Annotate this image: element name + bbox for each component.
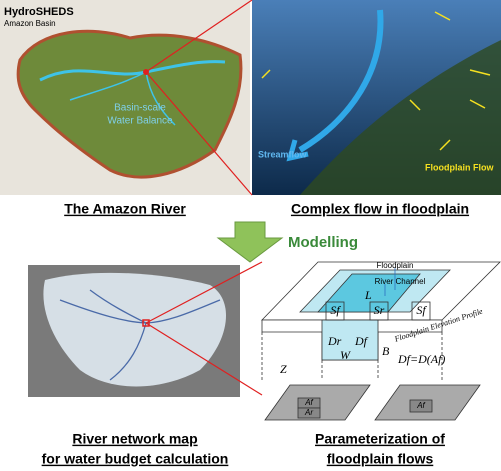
map-title: HydroSHEDS xyxy=(4,6,74,18)
schematic-label: River Channel xyxy=(375,277,426,286)
river-network-map xyxy=(28,265,240,397)
schematic-label: W xyxy=(340,348,351,362)
schematic-label: Dr xyxy=(327,334,342,348)
arrow-label: Modelling xyxy=(288,234,358,251)
photo-label: Streamflow xyxy=(258,149,308,159)
schematic-label: Floodplain xyxy=(377,261,414,270)
caption: River network map xyxy=(72,431,197,447)
map-subtitle: Amazon Basin xyxy=(4,19,56,28)
amazon-map xyxy=(0,0,250,195)
schematic-label: Df xyxy=(354,334,369,348)
down-arrow xyxy=(216,221,284,263)
schematic-label: B xyxy=(382,344,390,358)
caption: The Amazon River xyxy=(64,201,186,217)
connector xyxy=(145,71,253,196)
connector xyxy=(145,0,253,73)
connector xyxy=(145,322,263,396)
schematic-label: Z xyxy=(280,362,287,376)
schematic-label: L xyxy=(364,288,372,302)
schematic-label: Af xyxy=(416,401,425,410)
schematic-label: Sf xyxy=(416,303,427,317)
caption: Complex flow in floodplain xyxy=(291,201,469,217)
connector xyxy=(145,261,263,324)
schematic-label: Df=D(Af) xyxy=(397,352,445,366)
schematic-label: Af xyxy=(304,398,313,407)
schematic-label: Sf xyxy=(330,303,341,317)
map-label: Water Balance xyxy=(107,116,173,127)
floodplain-photo xyxy=(252,0,501,195)
photo-label: Floodplain Flow xyxy=(425,162,494,172)
caption: for water budget calculation xyxy=(42,451,229,467)
schematic-label: Ar xyxy=(304,408,313,417)
caption: Parameterization of xyxy=(315,431,445,447)
schematic xyxy=(261,261,501,421)
map-label: Basin-scale xyxy=(114,103,166,114)
caption: floodplain flows xyxy=(327,451,434,467)
schematic-label: Sr xyxy=(374,303,385,317)
